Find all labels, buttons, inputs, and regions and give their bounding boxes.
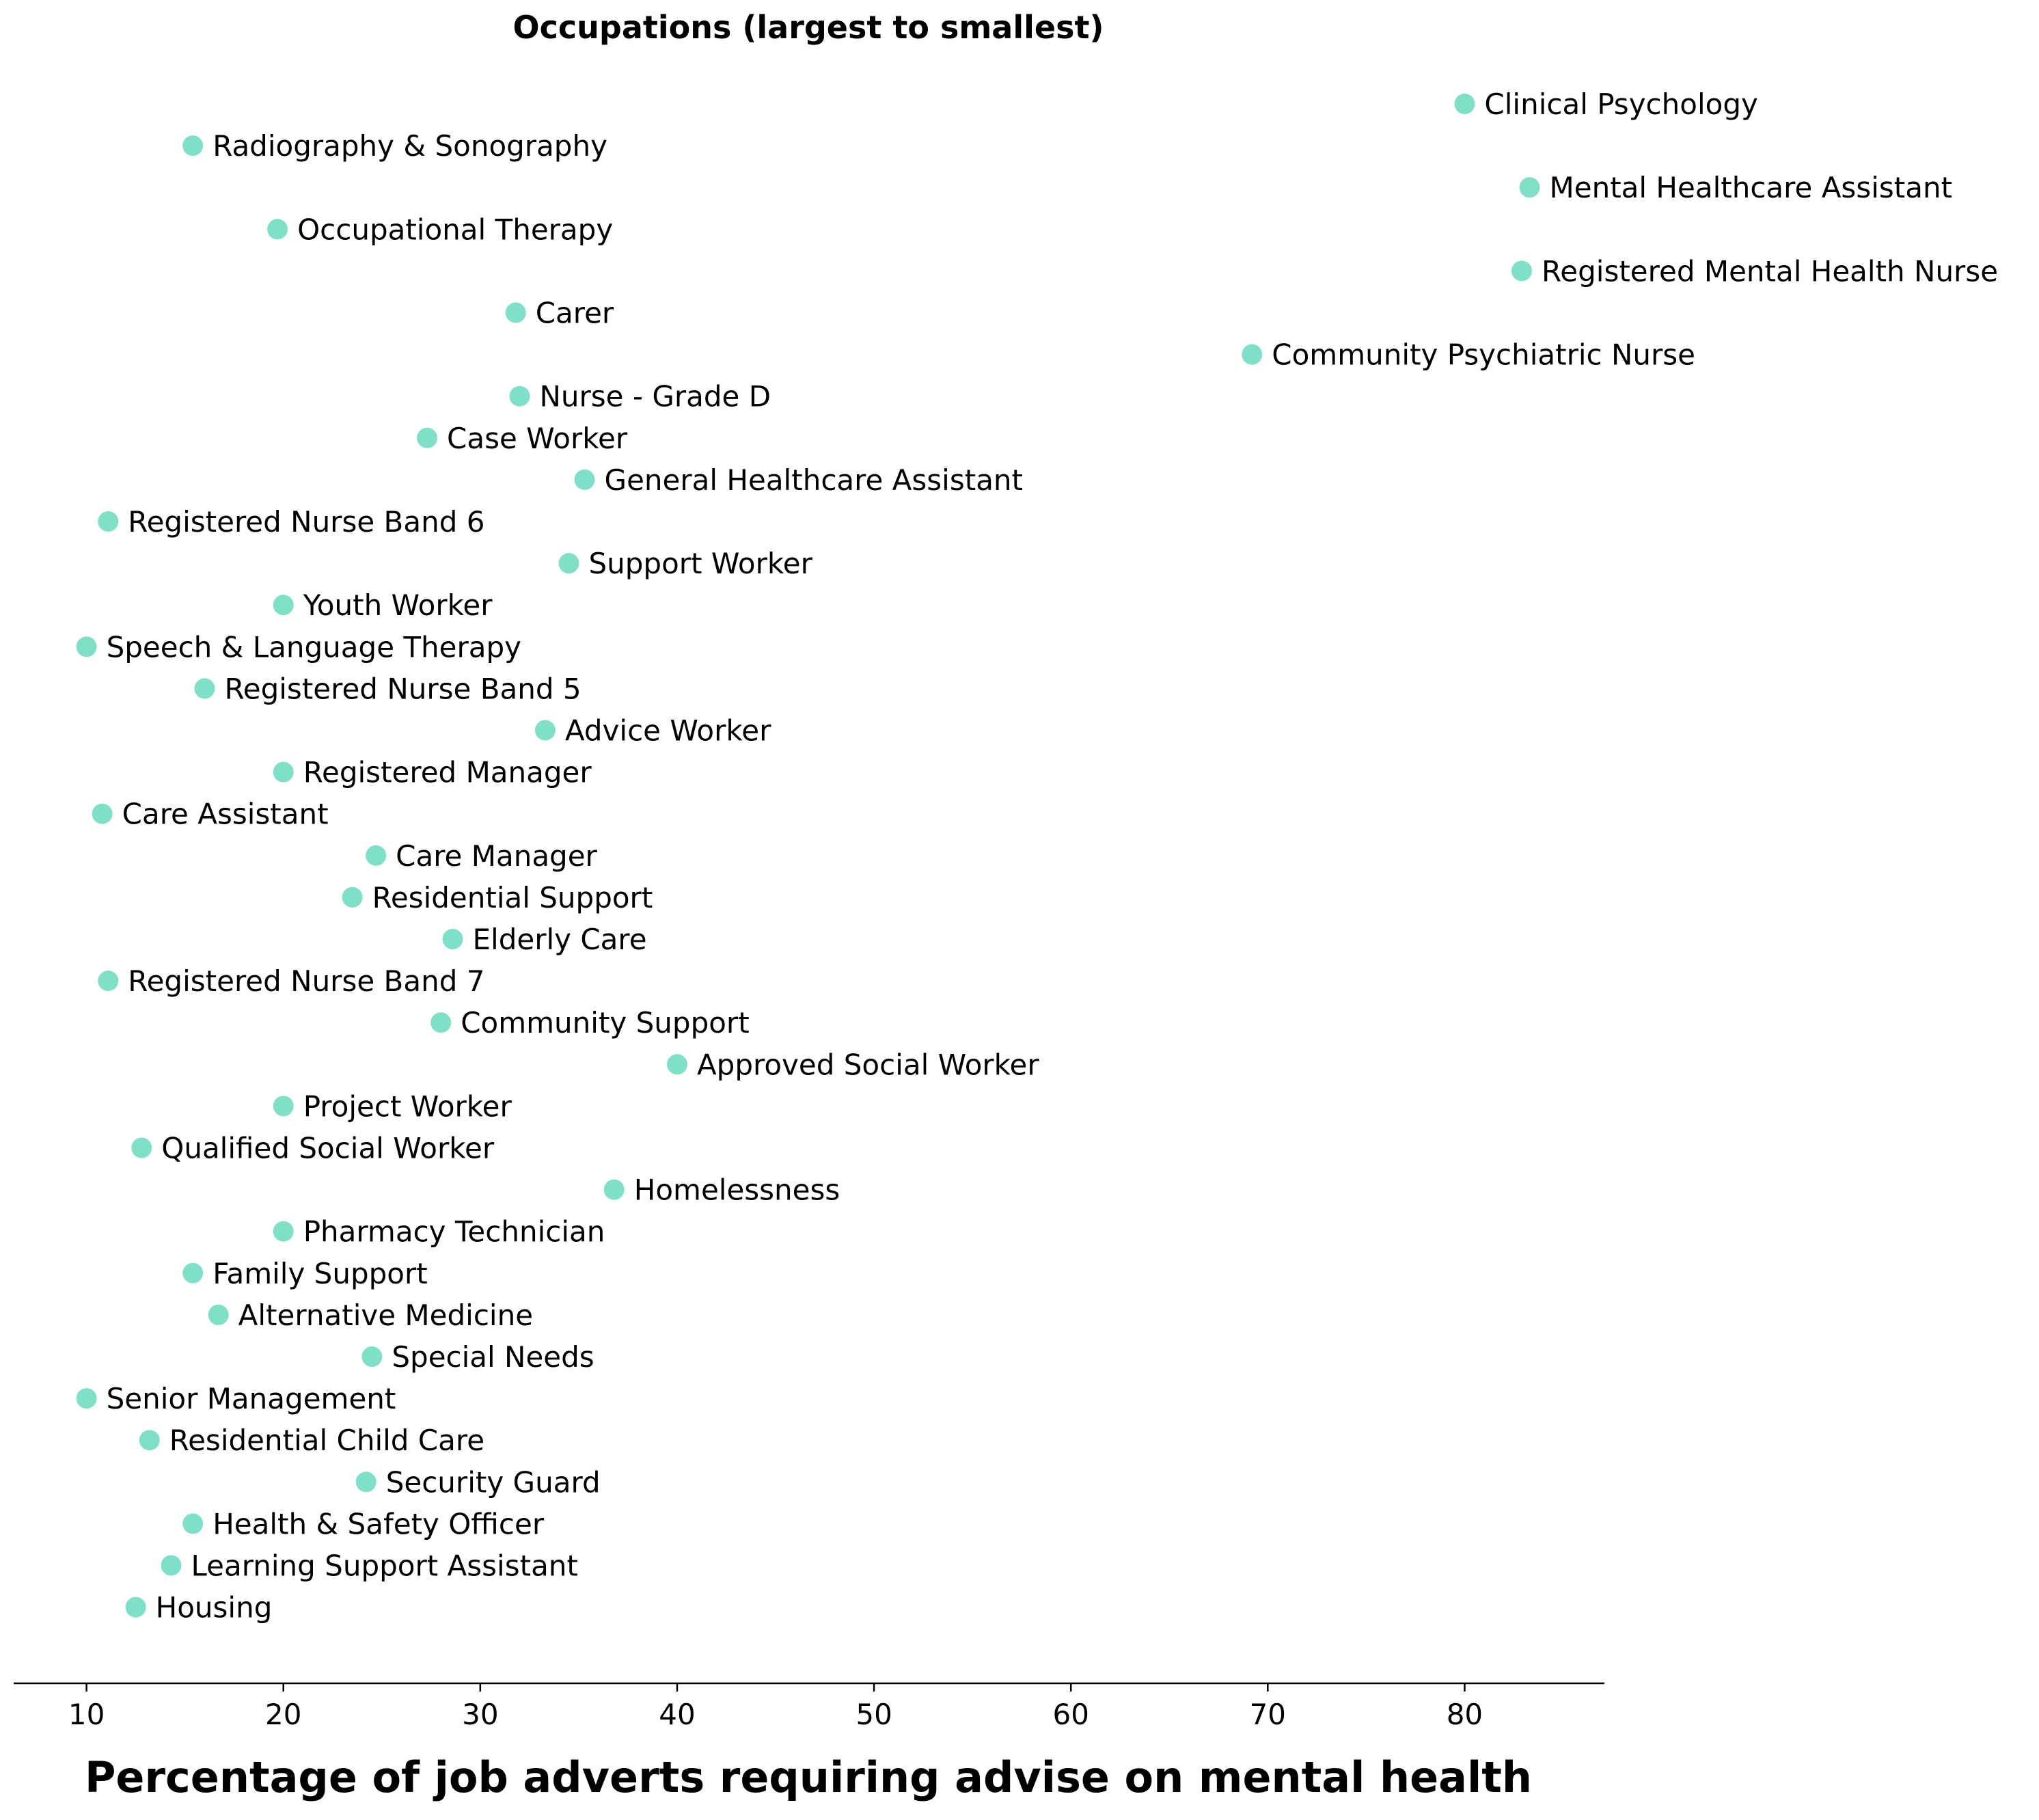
- data-point: [182, 1262, 204, 1283]
- point-label: Speech & Language Therapy: [107, 630, 521, 664]
- data-point: [505, 302, 526, 323]
- point-label: Registered Manager: [303, 756, 592, 789]
- point-label: Occupational Therapy: [297, 213, 613, 246]
- x-tick-label: 20: [265, 1698, 301, 1731]
- data-point: [92, 803, 113, 824]
- data-point: [182, 1513, 204, 1534]
- point-label: Care Assistant: [122, 798, 329, 831]
- point-label: Housing: [156, 1591, 273, 1625]
- data-point: [417, 427, 438, 448]
- point-label: Residential Child Care: [169, 1424, 484, 1457]
- point-label: Residential Support: [372, 881, 653, 914]
- point-label: Security Guard: [386, 1465, 601, 1499]
- point-label: Homelessness: [634, 1173, 840, 1207]
- x-tick-label: 60: [1052, 1698, 1089, 1731]
- data-point: [430, 1012, 452, 1033]
- data-point: [1519, 177, 1540, 198]
- data-point: [1511, 260, 1532, 282]
- point-label: Community Support: [461, 1006, 749, 1040]
- data-point: [98, 970, 119, 992]
- data-point: [76, 1388, 97, 1409]
- point-label: Registered Mental Health Nurse: [1542, 254, 1998, 288]
- x-tick-label: 50: [856, 1698, 892, 1731]
- point-label: Registered Nurse Band 5: [224, 672, 581, 705]
- x-tick-label: 10: [68, 1698, 105, 1731]
- point-label: Carer: [536, 297, 614, 330]
- data-points: Clinical Psychology Radiography & Sonogra…: [76, 87, 1998, 1625]
- x-axis-label: Percentage of job adverts requiring advi…: [85, 1752, 1532, 1802]
- data-point: [366, 845, 387, 866]
- point-label: Radiography & Sonography: [213, 129, 607, 163]
- point-label: Approved Social Worker: [697, 1048, 1039, 1081]
- data-point: [342, 886, 363, 908]
- point-label: Family Support: [213, 1257, 428, 1290]
- data-point: [194, 678, 215, 699]
- x-tick-label: 80: [1447, 1698, 1483, 1731]
- data-point: [534, 720, 556, 741]
- data-point: [1242, 344, 1263, 365]
- point-label: Special Needs: [392, 1340, 594, 1374]
- data-point: [361, 1346, 383, 1367]
- point-label: Youth Worker: [303, 588, 493, 622]
- data-point: [603, 1179, 625, 1200]
- data-point: [273, 595, 294, 616]
- x-tick-label: 30: [462, 1698, 498, 1731]
- point-label: Senior Management: [107, 1382, 396, 1415]
- point-label: Mental Healthcare Assistant: [1550, 171, 1953, 204]
- point-label: Advice Worker: [565, 714, 771, 748]
- point-label: Pharmacy Technician: [303, 1215, 605, 1249]
- data-point: [273, 1096, 294, 1117]
- point-label: Community Psychiatric Nurse: [1272, 338, 1695, 372]
- data-point: [1454, 94, 1475, 114]
- point-label: Support Worker: [588, 547, 812, 580]
- point-label: Learning Support Assistant: [191, 1549, 577, 1583]
- data-point: [666, 1054, 687, 1075]
- point-label: Registered Nurse Band 6: [128, 505, 484, 539]
- data-point: [139, 1430, 160, 1451]
- data-point: [98, 511, 119, 532]
- x-tick-label: 70: [1250, 1698, 1286, 1731]
- chart-title: Occupations (largest to smallest): [513, 9, 1104, 46]
- point-label: Case Worker: [447, 422, 628, 455]
- x-axis-ticks: 10 20 30 40 50 60 70 80: [68, 1683, 1483, 1731]
- point-label: Care Manager: [396, 839, 597, 873]
- data-point: [131, 1137, 152, 1158]
- data-point: [574, 469, 595, 490]
- data-point: [273, 761, 294, 783]
- data-point: [76, 636, 97, 657]
- point-label: Registered Nurse Band 7: [128, 964, 484, 998]
- data-point: [558, 553, 579, 574]
- data-point: [125, 1597, 146, 1618]
- point-label: Alternative Medicine: [238, 1299, 533, 1332]
- data-point: [442, 929, 463, 949]
- data-point: [355, 1471, 377, 1493]
- data-point: [161, 1555, 182, 1576]
- data-point: [509, 385, 530, 407]
- point-label: Elderly Care: [473, 923, 647, 956]
- data-point: [273, 1221, 294, 1242]
- data-point: [182, 135, 204, 157]
- data-point: [267, 219, 288, 240]
- point-label: Clinical Psychology: [1484, 87, 1757, 121]
- data-point: [208, 1304, 229, 1325]
- point-label: Health & Safety Officer: [213, 1507, 545, 1540]
- point-label: Project Worker: [303, 1089, 512, 1123]
- point-label: Nurse - Grade D: [539, 380, 771, 413]
- x-tick-label: 40: [659, 1698, 695, 1731]
- point-label: General Healthcare Assistant: [605, 463, 1024, 497]
- point-label: Qualified Social Worker: [161, 1132, 495, 1165]
